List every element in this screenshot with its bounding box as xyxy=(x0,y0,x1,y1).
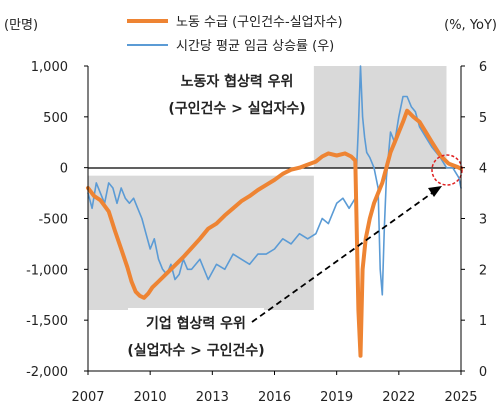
x-tick-label: 2016 xyxy=(258,390,291,405)
right-axis-unit: (%, YoY) xyxy=(444,18,497,33)
right-tick-label: 4 xyxy=(479,162,487,177)
x-tick-label: 2010 xyxy=(134,390,167,405)
shade-labels: 노동자 협상력 우위 (구인건수 > 실업자수) 기업 협상력 우위 (실업자수… xyxy=(127,74,306,360)
legend-label-supply-demand: 노동 수급 (구인건수-실업자수) xyxy=(176,15,343,30)
left-axis-unit: (만명) xyxy=(4,18,38,33)
right-tick-label: 3 xyxy=(479,213,487,228)
left-tick-label: -1,500 xyxy=(26,314,68,329)
shaded-regions xyxy=(88,66,447,310)
right-tick-label: 2 xyxy=(479,263,487,278)
right-tick-label: 6 xyxy=(479,60,487,75)
shade-label-bottom-line1: 기업 협상력 우위 xyxy=(146,316,246,332)
legend: 노동 수급 (구인건수-실업자수) 시간당 평균 임금 상승률 (우) xyxy=(127,15,343,54)
left-tick-label: -2,000 xyxy=(26,365,68,380)
shaded-region-1 xyxy=(313,66,447,168)
shade-label-top-line2: (구인건수 > 실업자수) xyxy=(168,100,305,117)
right-tick-label: 1 xyxy=(479,314,487,329)
right-tick-label: 5 xyxy=(479,111,487,126)
series-line-wage xyxy=(87,65,462,296)
shade-label-top-line1: 노동자 협상력 우위 xyxy=(181,74,294,90)
x-tick-label: 2019 xyxy=(320,390,353,405)
series-line-supply-demand xyxy=(86,108,463,358)
shade-label-bottom-line2: (실업자수 > 구인건수) xyxy=(127,342,264,359)
annotation-arrow-head xyxy=(428,186,442,197)
x-tick-label: 2022 xyxy=(382,390,415,405)
x-tick-label: 2025 xyxy=(444,390,477,405)
right-tick-label: 0 xyxy=(479,365,487,380)
legend-label-wage: 시간당 평균 임금 상승률 (우) xyxy=(176,39,334,54)
axis-ticks: 1,0005000-500-1,000-1,500-2,000654321020… xyxy=(26,60,487,405)
shade-label-bottom-backing xyxy=(128,308,264,360)
left-tick-label: -1,000 xyxy=(26,263,68,278)
annotation-arrow xyxy=(251,192,433,323)
series-lines xyxy=(86,65,463,358)
left-tick-label: 1,000 xyxy=(31,60,68,75)
x-tick-label: 2007 xyxy=(71,390,104,405)
left-tick-label: -500 xyxy=(38,213,68,228)
x-tick-label: 2013 xyxy=(196,390,229,405)
recent-period-circle xyxy=(431,154,463,186)
left-tick-label: 0 xyxy=(60,162,68,177)
left-tick-label: 500 xyxy=(43,111,68,126)
